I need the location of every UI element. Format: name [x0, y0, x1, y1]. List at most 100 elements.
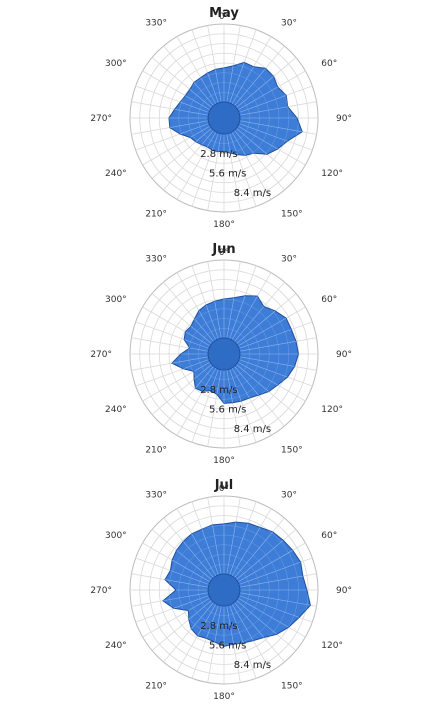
area-spoke [226, 369, 233, 403]
area-spoke [238, 595, 300, 618]
area-spoke [234, 366, 259, 396]
area-spoke [238, 561, 301, 585]
polar-chart-may: May 0° 30° 60° 90° 120° 150° 180° 210° 240° 270° 30… [0, 0, 448, 236]
area-spoke [193, 361, 211, 372]
area-spoke [236, 128, 268, 155]
polar-chart-jun: Jun 0° 30° 60° 90° 120° 150° 180° 210° 240° 270° 30… [0, 236, 448, 472]
area-spoke [176, 549, 212, 580]
angle-tick-label: 60° [321, 59, 337, 69]
angle-tick-label: 180° [213, 456, 235, 466]
area-spoke [229, 295, 246, 340]
area-spoke [163, 592, 209, 602]
area-spoke [229, 132, 238, 155]
angle-tick-label: 270° [90, 114, 112, 124]
radial-tick-label: 8.4 m/s [234, 424, 271, 435]
area-spoke [238, 123, 288, 142]
area-spoke [216, 369, 222, 395]
area-spoke [201, 529, 219, 576]
area-ring [198, 328, 250, 380]
angle-tick-label: 180° [213, 220, 235, 230]
area-spoke [234, 130, 254, 154]
area-spoke [183, 359, 210, 370]
angle-tick-label: 240° [105, 405, 127, 415]
angle-tick-label: 330° [145, 491, 167, 501]
area-spoke [237, 86, 278, 111]
area-spoke [190, 125, 211, 138]
angle-tick-label: 120° [321, 169, 343, 179]
area-spoke [200, 77, 217, 105]
area-spoke [174, 109, 209, 116]
area-spoke [195, 366, 214, 389]
area-spoke [195, 128, 212, 142]
angle-tick-label: 60° [321, 295, 337, 305]
area-spoke [229, 368, 242, 402]
radial-tick-label: 8.4 m/s [234, 660, 271, 671]
area-spoke [185, 95, 211, 111]
angle-tick-label: 0° [219, 248, 229, 258]
area-spoke [217, 133, 222, 152]
area-spoke [183, 541, 214, 578]
area-spoke [231, 527, 261, 577]
area-spoke [238, 359, 288, 378]
area-spoke [197, 603, 217, 636]
area-spoke [191, 533, 217, 577]
area-spoke [193, 82, 214, 106]
radial-tick-label: 5.6 m/s [209, 405, 246, 416]
area-spoke [191, 602, 214, 630]
chart-title: Jul [214, 478, 234, 493]
area-spoke [201, 130, 214, 145]
area-spoke [226, 522, 237, 575]
angle-tick-label: 270° [90, 350, 112, 360]
angle-tick-label: 180° [213, 692, 235, 702]
area-spoke [212, 132, 219, 151]
area-spoke [229, 523, 249, 576]
area-ring [198, 92, 250, 144]
area-spoke [226, 297, 235, 339]
area-spoke [236, 364, 269, 392]
radial-tick-label: 8.4 m/s [234, 188, 271, 199]
area-spoke [210, 368, 219, 391]
area-ring [171, 298, 280, 404]
area-spoke [239, 120, 303, 133]
angle-tick-label: 30° [281, 255, 297, 265]
area-spoke [189, 89, 212, 108]
area-spoke [173, 595, 210, 609]
area-spoke [231, 603, 254, 641]
area-ring [163, 525, 289, 647]
angle-tick-label: 240° [105, 169, 127, 179]
chart-title: May [209, 6, 239, 21]
radial-tick-labels: 2.8 m/s 5.6 m/s 8.4 m/s [200, 385, 271, 435]
angle-tick-label: 210° [145, 445, 167, 455]
radial-tick-label: 5.6 m/s [209, 169, 246, 180]
chart-title: Jun [211, 242, 235, 257]
angle-tick-label: 90° [336, 350, 352, 360]
area-spoke [237, 361, 278, 386]
angle-tick-label: 210° [145, 681, 167, 691]
area-spoke [236, 76, 274, 108]
area-spoke [231, 131, 246, 156]
radial-tick-label: 5.6 m/s [209, 641, 246, 652]
area-spoke [206, 604, 219, 639]
area-ring [171, 295, 289, 404]
area-spoke [207, 131, 217, 148]
angle-tick-label: 30° [281, 491, 297, 501]
area-spoke [231, 367, 250, 399]
area-ring [163, 522, 299, 647]
area-spoke [231, 66, 254, 105]
area-spoke [237, 125, 278, 150]
area-ring [188, 318, 260, 390]
angle-tick-label: 300° [105, 59, 127, 69]
angle-tick-label: 0° [219, 484, 229, 494]
angle-tick-label: 150° [281, 209, 303, 219]
area-spoke [226, 65, 234, 103]
angle-tick-label: 0° [219, 12, 229, 22]
area-spoke [215, 69, 222, 103]
area-spoke [180, 123, 210, 135]
angle-tick-label: 30° [281, 19, 297, 29]
area-ring [198, 564, 250, 616]
angle-tick-labels: 0° 30° 60° 90° 120° 150° 180° 210° 240° 270° 300° 3… [90, 484, 352, 702]
angle-tick-label: 120° [321, 641, 343, 651]
area-spoke [236, 540, 284, 580]
angle-tick-label: 270° [90, 586, 112, 596]
